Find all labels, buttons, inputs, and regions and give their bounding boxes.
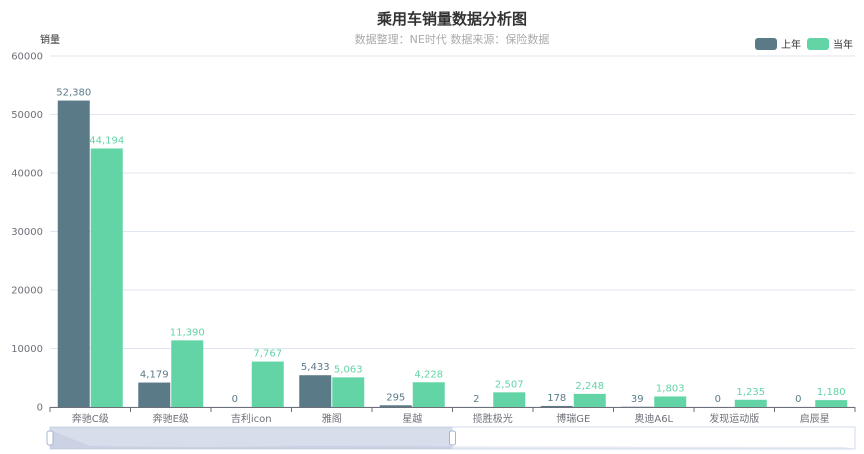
data-label: 0: [232, 394, 238, 405]
chart-subtitle: 数据整理：NE时代 数据来源：保险数据: [355, 32, 550, 46]
x-tick-label: 星越: [402, 412, 422, 425]
data-label: 295: [386, 392, 405, 403]
bar-last-year[interactable]: [379, 405, 412, 407]
data-label: 2,507: [495, 379, 524, 390]
x-axis: 奔驰C级 奔驰E级 吉利icon 雅阁 星越 揽胜极光 博瑞GE 奥迪A6L 发现运动版 启辰星: [49, 407, 856, 425]
data-label: 178: [547, 393, 566, 404]
chart-legend[interactable]: 上年 当年: [755, 38, 853, 51]
data-labels: 52,380 44,194 4,179 11,390 0 7,767 5,433 5,063 2…: [56, 88, 845, 405]
y-tick-label: 30000: [11, 227, 43, 238]
x-tick-label: 揽胜极光: [473, 412, 513, 425]
grid-lines: [50, 55, 855, 408]
y-tick-label: 40000: [11, 169, 43, 180]
data-label: 1,235: [736, 387, 765, 398]
bar-this-year[interactable]: [332, 377, 365, 407]
zoom-selected-range[interactable]: [50, 427, 453, 449]
legend-swatch[interactable]: [807, 38, 829, 50]
bar-this-year[interactable]: [573, 393, 606, 407]
zoom-preview: [50, 430, 855, 449]
bar-last-year[interactable]: [57, 100, 90, 408]
legend-label[interactable]: 上年: [781, 38, 801, 51]
y-tick-label: 60000: [11, 52, 43, 63]
data-label: 1,180: [817, 387, 846, 398]
bar-last-year[interactable]: [138, 382, 171, 407]
bar-this-year[interactable]: [251, 361, 284, 407]
y-tick-label: 10000: [11, 344, 43, 355]
bar-this-year[interactable]: [412, 382, 445, 407]
data-label: 39: [631, 394, 644, 405]
data-label: 5,433: [301, 362, 330, 373]
y-tick-label: 20000: [11, 286, 43, 297]
bar-this-year[interactable]: [171, 340, 204, 407]
legend-label[interactable]: 当年: [833, 38, 853, 51]
bar-this-year[interactable]: [734, 399, 767, 407]
data-label: 4,228: [414, 369, 443, 380]
zoom-end-handle[interactable]: [449, 430, 456, 446]
x-tick-label: 奥迪A6L: [634, 412, 673, 425]
bar-this-year[interactable]: [90, 148, 123, 408]
x-tick-label: 发现运动版: [709, 412, 759, 425]
chart-title: 乘用车销量数据分析图: [376, 10, 527, 28]
data-label: 0: [795, 394, 801, 405]
y-axis-label: 销量: [40, 33, 60, 46]
x-tick-label: 博瑞GE: [556, 412, 590, 425]
data-label: 44,194: [89, 135, 124, 146]
x-tick-label: 奔驰E级: [153, 412, 189, 425]
data-zoom-slider[interactable]: [46, 426, 856, 450]
x-tick-label: 启辰星: [800, 412, 830, 425]
bar-this-year[interactable]: [654, 396, 687, 407]
data-label: 11,390: [170, 327, 205, 338]
data-label: 4,179: [140, 370, 169, 381]
x-tick-label: 吉利icon: [231, 413, 272, 425]
data-label: 1,803: [656, 383, 685, 394]
data-label: 2: [473, 394, 479, 405]
data-label: 2,248: [575, 381, 604, 392]
legend-swatch[interactable]: [755, 38, 777, 50]
y-tick-label: 50000: [11, 110, 43, 121]
bar-this-year[interactable]: [493, 392, 526, 407]
x-tick-label: 奔驰C级: [72, 412, 109, 425]
bar-last-year[interactable]: [299, 375, 332, 407]
data-label: 7,767: [253, 349, 282, 360]
x-tick-label: 雅阁: [322, 412, 342, 425]
data-label: 52,380: [56, 88, 91, 99]
y-tick-label: 0: [37, 403, 43, 414]
bar-series: [57, 100, 848, 408]
data-label: 5,063: [334, 364, 363, 375]
bar-this-year[interactable]: [815, 400, 848, 407]
y-axis-ticks: 0 10000 20000 30000 40000 50000 60000: [11, 52, 43, 414]
zoom-start-handle[interactable]: [46, 430, 54, 446]
bar-last-year[interactable]: [540, 405, 573, 407]
data-label: 0: [715, 394, 721, 405]
